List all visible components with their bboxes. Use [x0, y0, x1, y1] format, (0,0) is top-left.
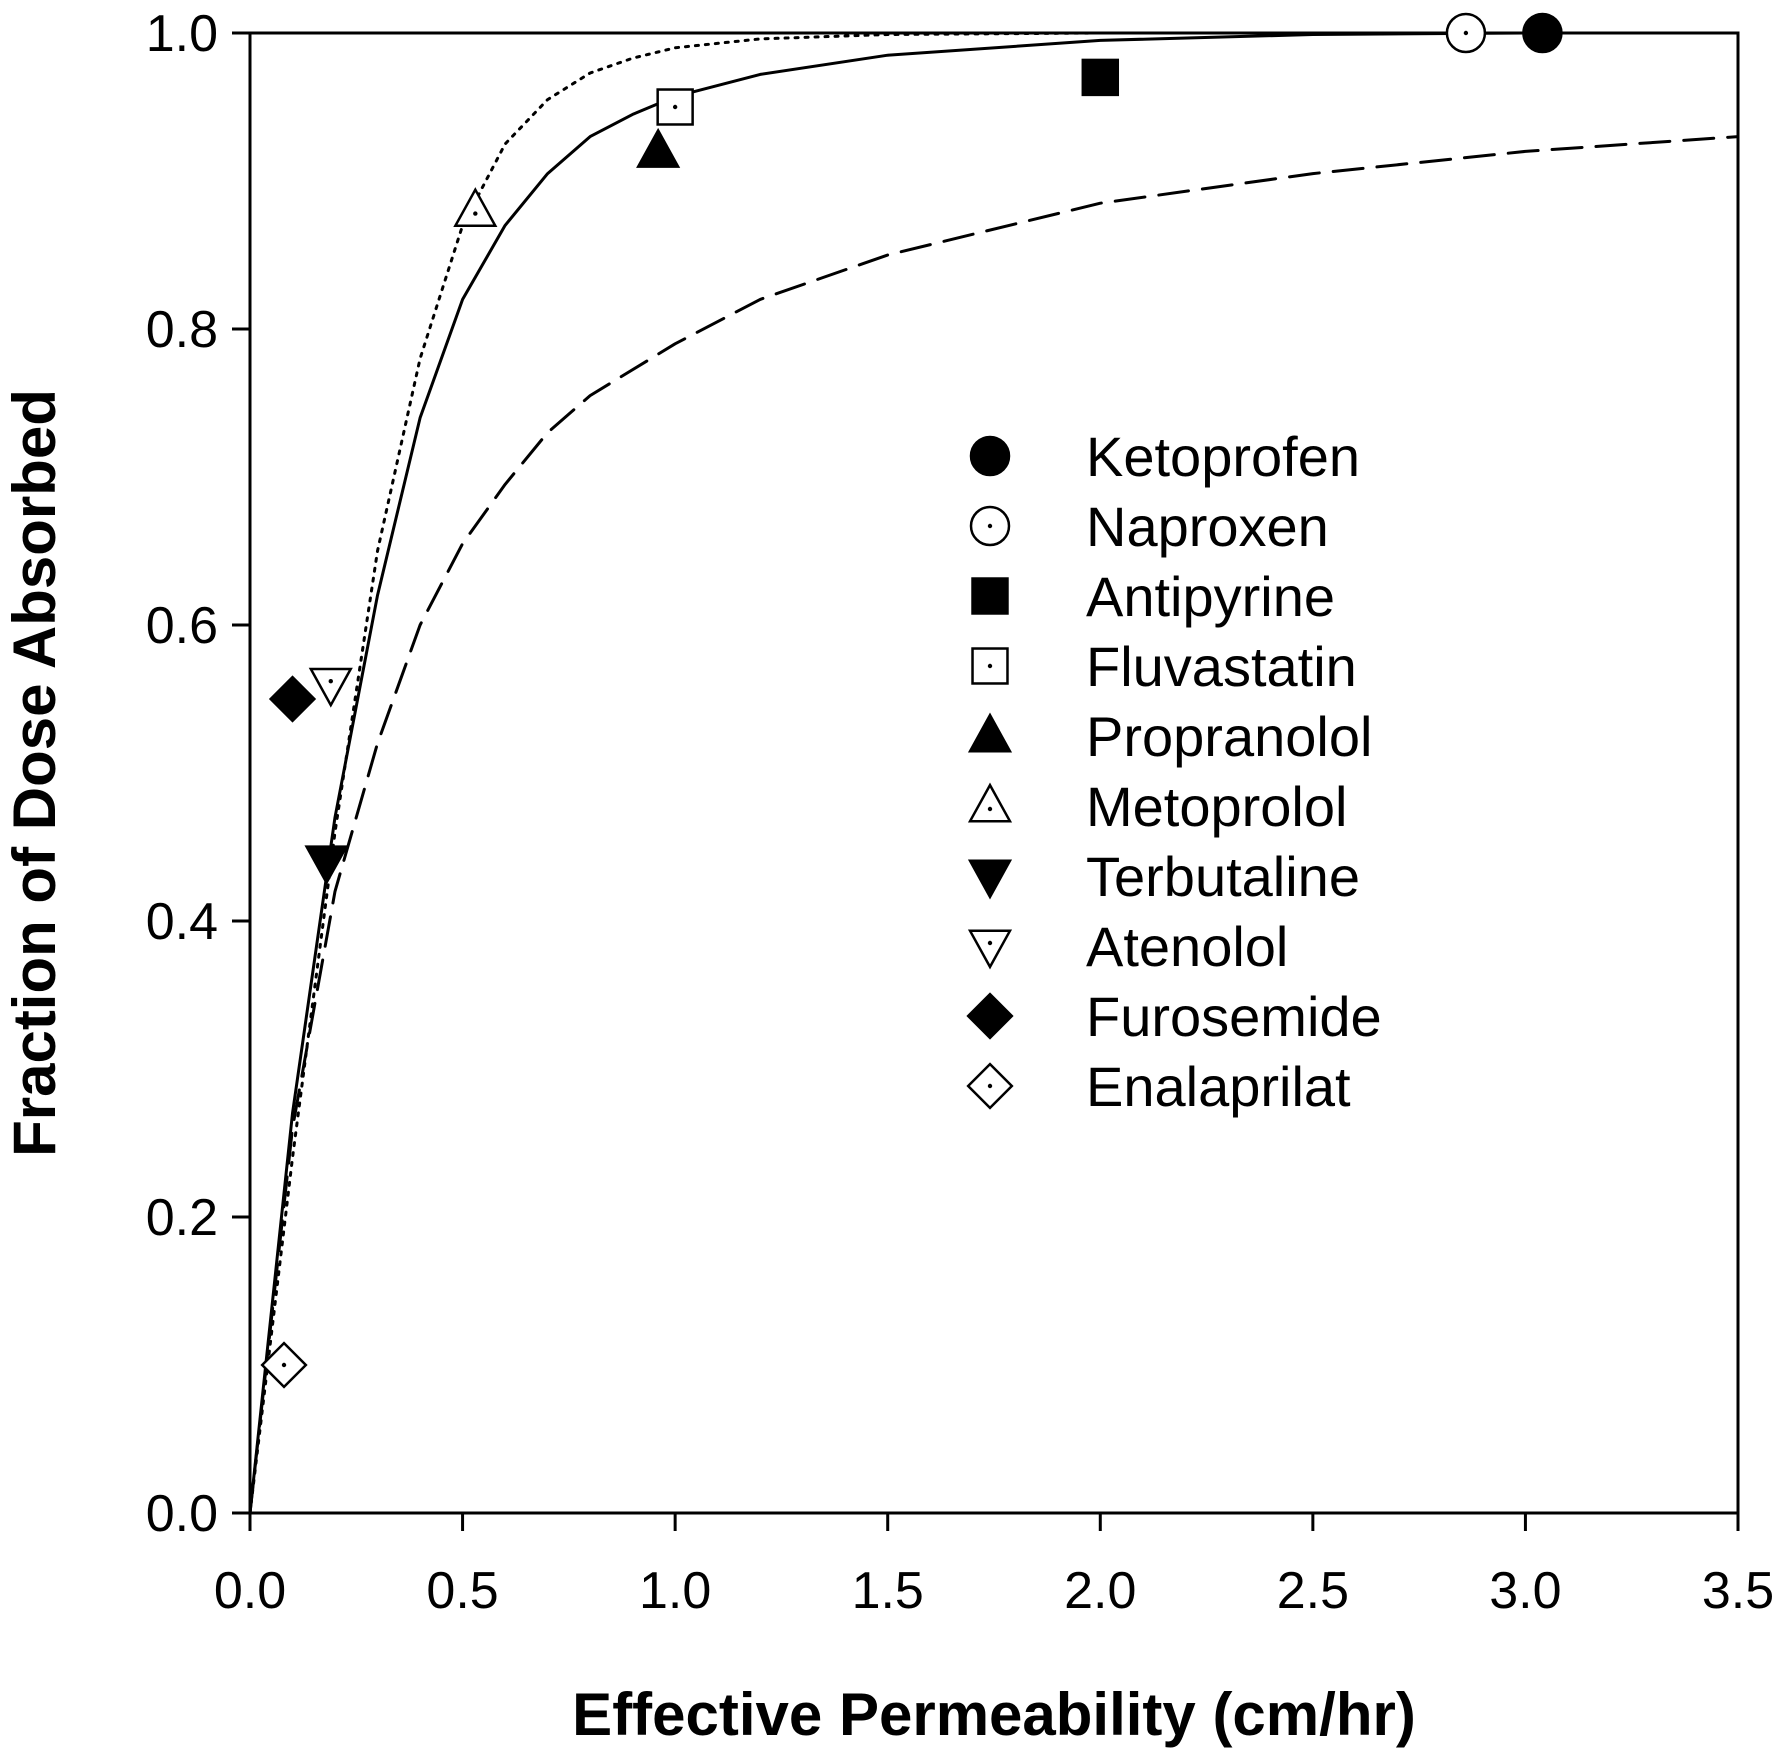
legend-marker-metoprolol	[967, 782, 1013, 823]
x-tick-label: 3.5	[1702, 1562, 1774, 1620]
legend-label: Furosemide	[1086, 985, 1382, 1048]
x-tick-label: 1.0	[639, 1562, 711, 1620]
y-tick-label: 0.2	[146, 1189, 218, 1247]
center-dot	[987, 1083, 993, 1089]
legend-label: Atenolol	[1086, 915, 1288, 978]
legend-marker-atenolol	[967, 929, 1013, 970]
legend-marker-propranolol	[967, 712, 1013, 753]
y-tick-label: 0.0	[146, 1485, 218, 1543]
axis-ticks: 0.0 0.5 1.0 1.5 2.0 2.5 3.0 3.5 0.0 0.2 0.4 0.6 0.8 1…	[146, 5, 1774, 1620]
fit-curves	[248, 31, 1740, 1515]
x-tick-label: 1.5	[852, 1562, 924, 1620]
legend-label: Enalaprilat	[1086, 1055, 1351, 1118]
x-tick-label: 2.5	[1277, 1562, 1349, 1620]
legend-label: Terbutaline	[1086, 845, 1360, 908]
legend-label: Ketoprofen	[1086, 425, 1360, 488]
center-dot	[987, 663, 993, 669]
plot-frame	[248, 31, 1740, 1515]
center-dot	[987, 806, 993, 812]
x-tick-label: 0.0	[214, 1562, 286, 1620]
y-tick-label: 0.8	[146, 301, 218, 359]
center-dot	[672, 104, 678, 110]
legend-label: Antipyrine	[1086, 565, 1335, 628]
data-point-furosemide	[268, 675, 317, 723]
legend: Ketoprofen Naproxen Antipyrine Fluvastatin P…	[966, 425, 1382, 1118]
data-point-naproxen	[1445, 12, 1487, 54]
legend-marker-terbutaline	[967, 859, 1013, 900]
y-axis-title: Fraction of Dose Absorbed	[1, 389, 68, 1157]
center-dot	[328, 679, 333, 684]
y-tick-label: 0.4	[146, 893, 218, 951]
legend-marker-antipyrine	[971, 577, 1009, 615]
data-point-propranolol	[636, 127, 681, 168]
solid-fit-curve	[248, 31, 1740, 1515]
legend-marker-enalaprilat	[966, 1062, 1014, 1110]
legend-label: Metoprolol	[1086, 775, 1347, 838]
data-points	[260, 12, 1563, 1389]
legend-marker-furosemide	[966, 992, 1014, 1040]
x-tick-label: 3.0	[1489, 1562, 1561, 1620]
legend-label: Naproxen	[1086, 495, 1329, 558]
y-tick-label: 1.0	[146, 5, 218, 63]
legend-label: Propranolol	[1086, 705, 1372, 768]
x-axis-title: Effective Permeability (cm/hr)	[572, 1681, 1416, 1748]
data-point-terbutaline	[304, 845, 349, 886]
y-tick-label: 0.6	[146, 597, 218, 655]
data-point-fluvastatin	[656, 88, 694, 126]
data-point-atenolol	[308, 667, 353, 708]
dotted-fit-curve	[248, 31, 1740, 1515]
center-dot	[987, 523, 993, 529]
legend-label: Fluvastatin	[1086, 635, 1357, 698]
x-tick-label: 2.0	[1064, 1562, 1136, 1620]
center-dot	[987, 940, 993, 946]
legend-marker-ketoprofen	[969, 435, 1011, 477]
center-dot	[473, 211, 478, 216]
legend-marker-naproxen	[969, 505, 1011, 547]
center-dot	[281, 1362, 287, 1368]
legend-marker-fluvastatin	[971, 647, 1009, 685]
dashed-fit-curve	[248, 135, 1740, 1515]
x-tick-label: 0.5	[426, 1562, 498, 1620]
data-point-metoprolol	[453, 187, 498, 228]
data-point-enalaprilat	[260, 1341, 308, 1389]
data-point-antipyrine	[1081, 58, 1120, 97]
center-dot	[1463, 30, 1469, 36]
data-point-ketoprofen	[1522, 12, 1563, 54]
